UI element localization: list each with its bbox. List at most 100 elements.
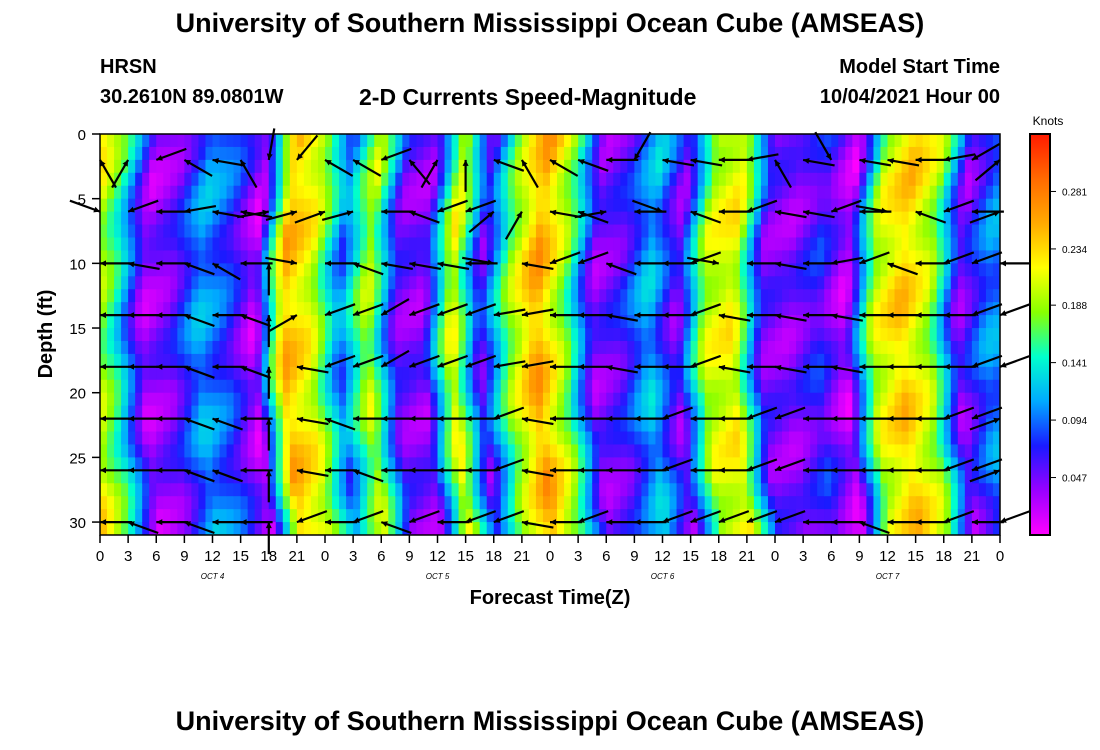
heatmap-cell bbox=[458, 431, 467, 446]
heatmap-cell bbox=[915, 431, 924, 446]
heatmap-cell bbox=[578, 315, 586, 329]
heatmap-cell bbox=[374, 457, 382, 471]
current-vector-head bbox=[550, 312, 556, 319]
heatmap-cell bbox=[100, 250, 108, 264]
heatmap-cell bbox=[676, 328, 685, 342]
heatmap-cell bbox=[936, 379, 945, 394]
heatmap-cell bbox=[922, 509, 931, 523]
heatmap-cell bbox=[261, 159, 270, 174]
heatmap-cell bbox=[908, 405, 917, 420]
heatmap-cell bbox=[915, 134, 924, 148]
heatmap-cell bbox=[486, 198, 495, 213]
heatmap-cell bbox=[128, 392, 136, 407]
heatmap-cell bbox=[817, 198, 825, 213]
heatmap-cell bbox=[177, 522, 185, 535]
heatmap-cell bbox=[789, 328, 797, 342]
heatmap-cell bbox=[191, 392, 200, 407]
heatmap-cell bbox=[557, 185, 565, 200]
heatmap-cell bbox=[887, 263, 896, 277]
heatmap-cell bbox=[908, 457, 917, 471]
heatmap-cell bbox=[859, 289, 868, 303]
heatmap-cell bbox=[367, 134, 375, 148]
heatmap-cell bbox=[184, 405, 193, 420]
heatmap-cell bbox=[718, 289, 727, 303]
heatmap-cell bbox=[430, 211, 439, 226]
heatmap-cell bbox=[796, 328, 804, 342]
heatmap-cell bbox=[402, 237, 410, 252]
heatmap-cell bbox=[360, 237, 368, 252]
heatmap-cell bbox=[936, 483, 945, 497]
heatmap-cell bbox=[226, 134, 235, 148]
heatmap-cell bbox=[725, 263, 734, 277]
heatmap-cell bbox=[184, 457, 193, 471]
heatmap-cell bbox=[641, 328, 650, 342]
heatmap-cell bbox=[226, 353, 235, 368]
heatmap-cell bbox=[528, 250, 537, 264]
heatmap-cell bbox=[571, 392, 579, 407]
heatmap-cell bbox=[135, 198, 143, 213]
heatmap-cell bbox=[163, 185, 171, 200]
heatmap-cell bbox=[789, 276, 797, 290]
heatmap-cell bbox=[346, 146, 354, 161]
heatmap-cell bbox=[254, 418, 263, 433]
current-vector-head bbox=[156, 260, 163, 267]
heatmap-cell bbox=[690, 159, 699, 174]
heatmap-cell bbox=[908, 496, 917, 510]
current-vector-head bbox=[943, 413, 951, 420]
heatmap-cell bbox=[880, 211, 889, 226]
heatmap-cell bbox=[732, 353, 741, 368]
heatmap-cell bbox=[810, 185, 818, 200]
heatmap-cell bbox=[704, 276, 713, 290]
heatmap-cell bbox=[465, 263, 474, 277]
current-vector-head bbox=[634, 260, 641, 267]
heatmap-cell bbox=[535, 328, 544, 342]
heatmap-cell bbox=[866, 263, 875, 277]
heatmap-cell bbox=[303, 457, 312, 471]
heatmap-cell bbox=[114, 198, 122, 213]
heatmap-cell bbox=[782, 198, 790, 213]
heatmap-cell bbox=[261, 146, 270, 161]
heatmap-cell bbox=[908, 328, 917, 342]
heatmap-cell bbox=[240, 366, 249, 381]
heatmap-cell bbox=[156, 315, 164, 329]
heatmap-cell bbox=[240, 470, 249, 484]
heatmap-cell bbox=[444, 340, 453, 355]
heatmap-cell bbox=[275, 237, 284, 252]
heatmap-cell bbox=[915, 340, 924, 355]
heatmap-cell bbox=[402, 457, 410, 471]
heatmap-cell bbox=[557, 340, 565, 355]
heatmap-cell bbox=[894, 470, 903, 484]
heatmap-cell bbox=[627, 470, 635, 484]
x-axis: 0 3 6 9 12 15 18 21 0 3 6 9 12 15 18 21 0 3 6 9 12 15 18 21 0 3 6 9… bbox=[96, 535, 1004, 581]
heatmap-cell bbox=[240, 198, 249, 213]
heatmap-cell bbox=[894, 431, 903, 446]
heatmap-cell bbox=[859, 444, 868, 458]
heatmap-cell bbox=[507, 198, 516, 213]
heatmap-cell bbox=[184, 198, 193, 213]
heatmap-cell bbox=[135, 172, 143, 187]
current-vector-head bbox=[521, 261, 529, 268]
heatmap-cell bbox=[247, 340, 256, 355]
heatmap-cell bbox=[261, 263, 270, 277]
heatmap-cell bbox=[353, 172, 361, 187]
heatmap-cell bbox=[627, 302, 635, 316]
heatmap-cell bbox=[711, 431, 720, 446]
heatmap-cell bbox=[289, 509, 298, 523]
heatmap-cell bbox=[950, 211, 959, 226]
heatmap-cell bbox=[430, 379, 439, 394]
heatmap-cell bbox=[479, 496, 488, 510]
heatmap-cell bbox=[760, 263, 769, 277]
heatmap-cell bbox=[592, 457, 600, 471]
heatmap-cell bbox=[402, 276, 410, 290]
heatmap-cell bbox=[282, 185, 291, 200]
heatmap-cell bbox=[437, 134, 446, 148]
heatmap-cell bbox=[880, 134, 889, 148]
heatmap-cell bbox=[739, 159, 748, 174]
heatmap-cell bbox=[655, 405, 664, 420]
heatmap-cell bbox=[880, 418, 889, 433]
heatmap-cell bbox=[838, 146, 846, 161]
heatmap-cell bbox=[170, 405, 178, 420]
heatmap-cell bbox=[205, 250, 214, 264]
heatmap-cell bbox=[810, 263, 818, 277]
heatmap-cell bbox=[950, 276, 959, 290]
